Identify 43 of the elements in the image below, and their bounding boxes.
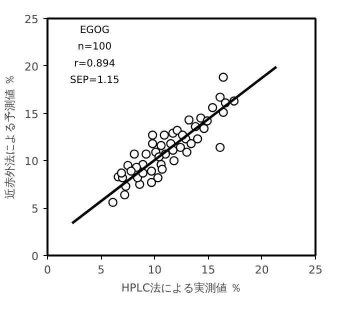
point (199, 124, 209, 134)
annotation: EGOG (80, 25, 110, 36)
point (215, 92, 225, 102)
point (160, 130, 169, 140)
y-tick-label: 20 (24, 60, 39, 74)
point (169, 156, 179, 166)
x-tick-label: 25 (308, 264, 322, 276)
point (192, 134, 202, 144)
point (218, 72, 228, 82)
y-tick-label: 15 (24, 108, 39, 121)
point (156, 140, 166, 150)
point (182, 148, 192, 157)
point (176, 142, 186, 152)
point (148, 139, 158, 148)
point (184, 115, 194, 125)
x-tick-label: 0 (44, 264, 51, 276)
point (120, 190, 130, 200)
point (130, 149, 139, 159)
point (215, 142, 225, 152)
x-tick-label: 10 (148, 264, 162, 276)
annotation: r=0.894 (74, 58, 116, 70)
point (108, 198, 118, 208)
x-tick-label: 5 (98, 264, 105, 276)
point (142, 149, 151, 159)
y-tick-label: 10 (24, 155, 39, 168)
point (146, 166, 156, 176)
x-tick-label: 15 (201, 264, 216, 276)
point (208, 103, 218, 112)
annotation: SEP=1.15 (70, 74, 120, 86)
point (116, 168, 126, 178)
y-axis-title: 近赤外法による予測値 ％ (4, 74, 17, 200)
point (186, 139, 196, 148)
annotation: n=100 (78, 42, 112, 53)
x-tick-label: 20 (254, 264, 269, 276)
point (146, 178, 156, 188)
point (158, 164, 167, 174)
point (153, 173, 163, 182)
y-tick-label: 25 (24, 13, 39, 26)
point (148, 130, 158, 140)
point (126, 166, 136, 176)
x-axis-title: HPLC法による実測値 ％ (121, 282, 242, 294)
y-tick-label: 5 (32, 202, 38, 216)
y-tick-label: 0 (32, 250, 38, 263)
